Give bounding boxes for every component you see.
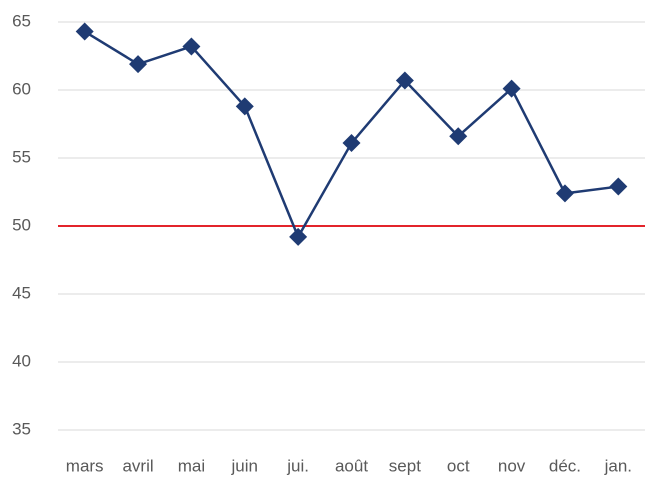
y-tick-label: 65 xyxy=(12,11,31,30)
data-marker xyxy=(449,127,468,146)
data-marker xyxy=(609,177,628,196)
data-marker xyxy=(502,79,521,98)
y-tick-label: 45 xyxy=(12,283,31,302)
data-marker xyxy=(342,134,361,153)
x-tick-label: jui. xyxy=(286,456,309,475)
data-marker xyxy=(395,71,414,90)
data-marker xyxy=(289,227,308,246)
data-marker xyxy=(235,97,254,116)
x-tick-label: août xyxy=(335,456,368,475)
data-marker xyxy=(75,22,94,41)
data-marker xyxy=(182,37,201,56)
y-tick-label: 50 xyxy=(12,215,31,234)
x-tick-label: mars xyxy=(66,456,104,475)
data-marker xyxy=(555,184,574,203)
x-tick-label: nov xyxy=(498,456,526,475)
y-tick-label: 55 xyxy=(12,147,31,166)
x-tick-label: mai xyxy=(178,456,205,475)
y-tick-label: 40 xyxy=(12,351,31,370)
y-tick-label: 60 xyxy=(12,79,31,98)
data-marker xyxy=(129,55,148,74)
x-tick-label: jan. xyxy=(604,456,632,475)
x-tick-label: avril xyxy=(122,456,153,475)
y-tick-label: 35 xyxy=(12,419,31,438)
x-tick-label: juin xyxy=(231,456,258,475)
x-tick-label: déc. xyxy=(549,456,581,475)
x-tick-label: oct xyxy=(447,456,470,475)
x-tick-label: sept xyxy=(389,456,421,475)
